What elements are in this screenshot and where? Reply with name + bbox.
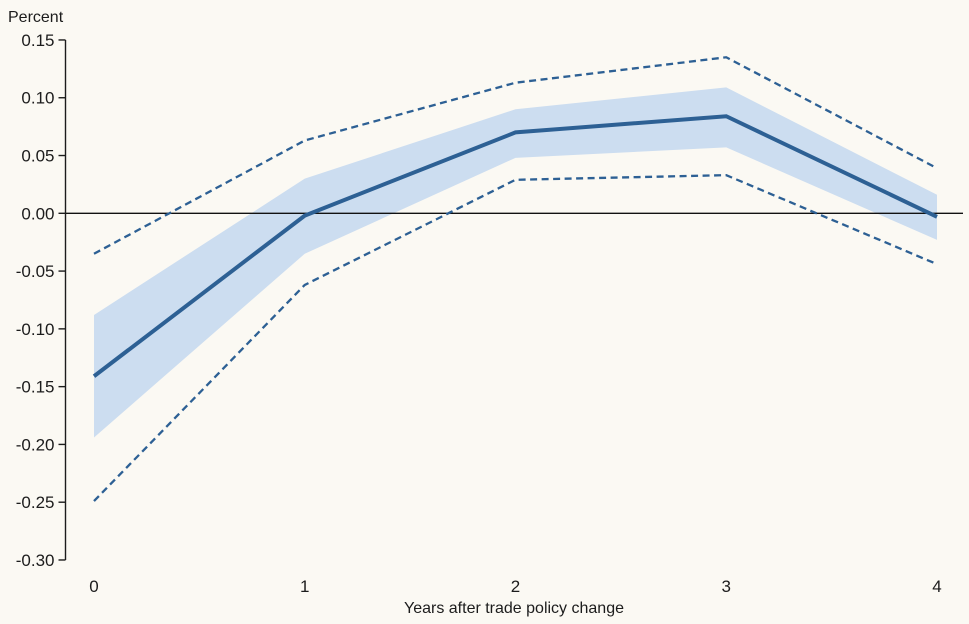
x-tick-label: 2 [511, 577, 520, 596]
confidence-band-group [94, 87, 937, 438]
x-tick-label: 3 [722, 577, 731, 596]
y-axis-title: Percent [8, 9, 64, 26]
x-tick-label: 1 [300, 577, 309, 596]
x-axis-labels-group: 0 1 2 3 4 [89, 577, 941, 596]
y-tick-label: 0.10 [21, 89, 54, 108]
series-lines-group [92, 56, 938, 502]
point-estimate-line [92, 114, 938, 378]
y-tick-label: 0.15 [21, 31, 54, 50]
x-tick-label: 0 [89, 577, 98, 596]
outer-bound-lower-line [93, 174, 938, 502]
confidence-band [94, 87, 937, 438]
y-tick-label: -0.25 [16, 493, 55, 512]
y-tick-label: -0.15 [16, 378, 55, 397]
y-tick-label: -0.30 [16, 551, 55, 570]
y-tick-label: -0.10 [16, 320, 55, 339]
y-tick-label: -0.05 [16, 262, 55, 281]
x-axis-title: Years after trade policy change [404, 600, 624, 617]
x-tick-label: 4 [932, 577, 941, 596]
y-tick-label: 0.05 [21, 147, 54, 166]
y-tick-label: 0.00 [21, 204, 54, 223]
outer-bound-upper-line [93, 56, 938, 255]
y-tick-label: -0.20 [16, 435, 55, 454]
y-axis-group: 0.15 0.10 0.05 0.00 -0.05 -0.10 -0.15 -0.20 -0.2… [16, 31, 67, 570]
